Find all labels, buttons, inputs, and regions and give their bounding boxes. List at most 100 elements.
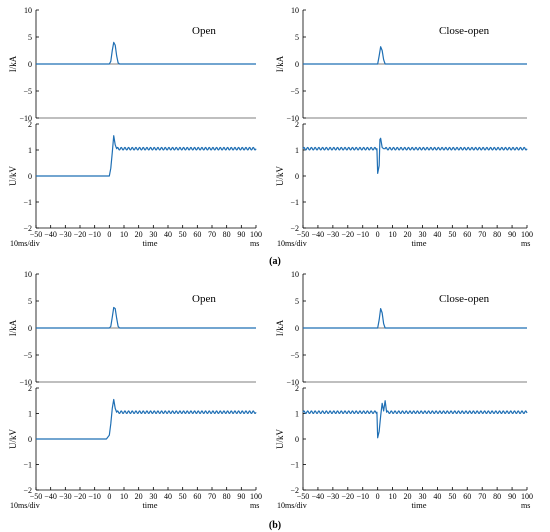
x-tick-label: 60 [193, 230, 201, 239]
y-tick-label: 1 [295, 146, 299, 155]
caption-a: (a) [269, 256, 281, 267]
x-tick-label: 20 [135, 230, 143, 239]
x-tick-label: −40 [44, 230, 57, 239]
y-tick-label: −1 [290, 198, 299, 207]
division-label: 10ms/div [277, 501, 307, 510]
x-tick-label: 30 [149, 230, 157, 239]
x-tick-label: −10 [356, 230, 369, 239]
y-tick-label: −2 [290, 224, 299, 233]
x-tick-label: 80 [223, 492, 231, 501]
x-tick-label: −50 [30, 230, 43, 239]
caption-b: (b) [269, 520, 281, 531]
x-tick-label: −50 [297, 492, 310, 501]
y-tick-label: 2 [28, 120, 32, 129]
division-label: 10ms/div [10, 501, 40, 510]
y-tick-label: −5 [290, 351, 299, 360]
chart-title: Open [192, 25, 216, 37]
y-tick-label: −10 [19, 114, 32, 123]
x-tick-label: −30 [59, 492, 72, 501]
x-tick-label: 50 [179, 230, 187, 239]
x-tick-label: −30 [59, 230, 72, 239]
y-tick-label: 5 [28, 33, 32, 42]
y-axis-label: I/kA [8, 55, 18, 72]
x-tick-label: 50 [448, 492, 456, 501]
x-tick-label: 50 [448, 230, 456, 239]
x-tick-label: −50 [297, 230, 310, 239]
y-tick-label: 10 [24, 6, 32, 15]
x-unit-label: ms [250, 501, 259, 510]
x-unit-label: ms [250, 239, 259, 248]
y-axis-label: U/kV [8, 429, 18, 450]
y-tick-label: 0 [295, 60, 299, 69]
y-tick-label: 2 [28, 384, 32, 393]
x-tick-label: 40 [164, 230, 172, 239]
y-tick-label: 0 [28, 324, 32, 333]
x-tick-label: 60 [463, 492, 471, 501]
y-tick-label: 2 [295, 384, 299, 393]
y-tick-label: 10 [24, 270, 32, 279]
y-tick-label: 5 [28, 297, 32, 306]
x-tick-label: −40 [44, 492, 57, 501]
y-axis-label: I/kA [275, 55, 285, 72]
x-tick-label: 40 [164, 492, 172, 501]
x-tick-label: 80 [493, 230, 501, 239]
y-tick-label: 1 [28, 146, 32, 155]
series-line [303, 307, 527, 329]
series-line [36, 306, 256, 329]
x-tick-label: 20 [404, 230, 412, 239]
x-tick-label: 30 [418, 230, 426, 239]
x-tick-label: 20 [135, 492, 143, 501]
x-tick-label: −20 [74, 230, 87, 239]
y-tick-label: 1 [28, 410, 32, 419]
x-tick-label: 70 [478, 492, 486, 501]
x-tick-label: 80 [223, 230, 231, 239]
chart-title: Open [192, 293, 216, 305]
x-tick-label: −30 [327, 492, 340, 501]
series-line [36, 135, 257, 177]
series-line [36, 398, 257, 440]
y-tick-label: 2 [295, 120, 299, 129]
x-tick-label: 10 [389, 492, 397, 501]
x-axis-label: time [142, 500, 157, 510]
series-line [303, 46, 527, 65]
x-tick-label: 100 [250, 230, 262, 239]
x-tick-label: 10 [389, 230, 397, 239]
y-tick-label: 0 [28, 435, 32, 444]
y-tick-label: −1 [23, 198, 32, 207]
x-tick-label: −10 [356, 492, 369, 501]
chart-title: Close-open [439, 25, 490, 37]
x-tick-label: 10 [120, 230, 128, 239]
x-tick-label: −40 [312, 492, 325, 501]
y-tick-label: −5 [23, 351, 32, 360]
x-tick-label: −50 [30, 492, 43, 501]
x-tick-label: 70 [208, 492, 216, 501]
division-label: 10ms/div [10, 239, 40, 248]
y-axis-label: I/kA [275, 319, 285, 336]
y-tick-label: −10 [19, 378, 32, 387]
x-tick-label: 30 [149, 492, 157, 501]
division-label: 10ms/div [277, 239, 307, 248]
x-tick-label: 40 [433, 492, 441, 501]
y-tick-label: −1 [290, 461, 299, 470]
y-tick-label: 10 [291, 6, 299, 15]
x-tick-label: 0 [376, 492, 380, 501]
y-tick-label: −1 [23, 461, 32, 470]
x-tick-label: 90 [237, 230, 245, 239]
x-tick-label: 0 [107, 492, 111, 501]
x-tick-label: 0 [376, 230, 380, 239]
y-tick-label: 0 [295, 324, 299, 333]
x-tick-label: −40 [312, 230, 325, 239]
x-tick-label: 70 [478, 230, 486, 239]
x-tick-label: 10 [120, 492, 128, 501]
x-tick-label: 30 [418, 492, 426, 501]
y-tick-label: −2 [23, 224, 32, 233]
y-tick-label: 0 [295, 172, 299, 181]
y-tick-label: 0 [28, 172, 32, 181]
x-tick-label: 60 [463, 230, 471, 239]
x-axis-label: time [411, 238, 426, 248]
x-tick-label: 80 [493, 492, 501, 501]
x-tick-label: 20 [404, 492, 412, 501]
x-tick-label: 100 [521, 492, 533, 501]
y-tick-label: −5 [290, 87, 299, 96]
